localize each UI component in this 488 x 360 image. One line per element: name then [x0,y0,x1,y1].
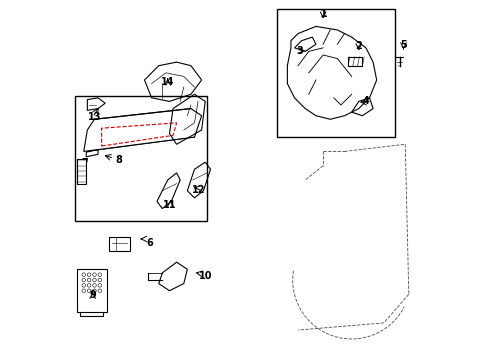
Text: 2: 2 [355,41,362,51]
Text: 14: 14 [161,77,174,87]
Bar [77,158,86,184]
Bar [77,269,107,312]
Text: 12: 12 [192,185,205,195]
Text: 6: 6 [146,238,153,248]
Bar [276,9,394,137]
Text: 1: 1 [319,9,326,19]
Bar [347,57,362,66]
Bar [108,237,130,251]
Text: 8: 8 [115,155,122,165]
Text: 11: 11 [163,200,176,210]
Bar [75,96,206,221]
Text: 13: 13 [87,112,101,122]
Text: 9: 9 [89,290,96,300]
Text: 7: 7 [81,158,88,168]
Text: 5: 5 [399,40,406,50]
Text: 4: 4 [362,96,368,106]
Text: 3: 3 [296,46,303,56]
Text: 10: 10 [199,271,212,281]
